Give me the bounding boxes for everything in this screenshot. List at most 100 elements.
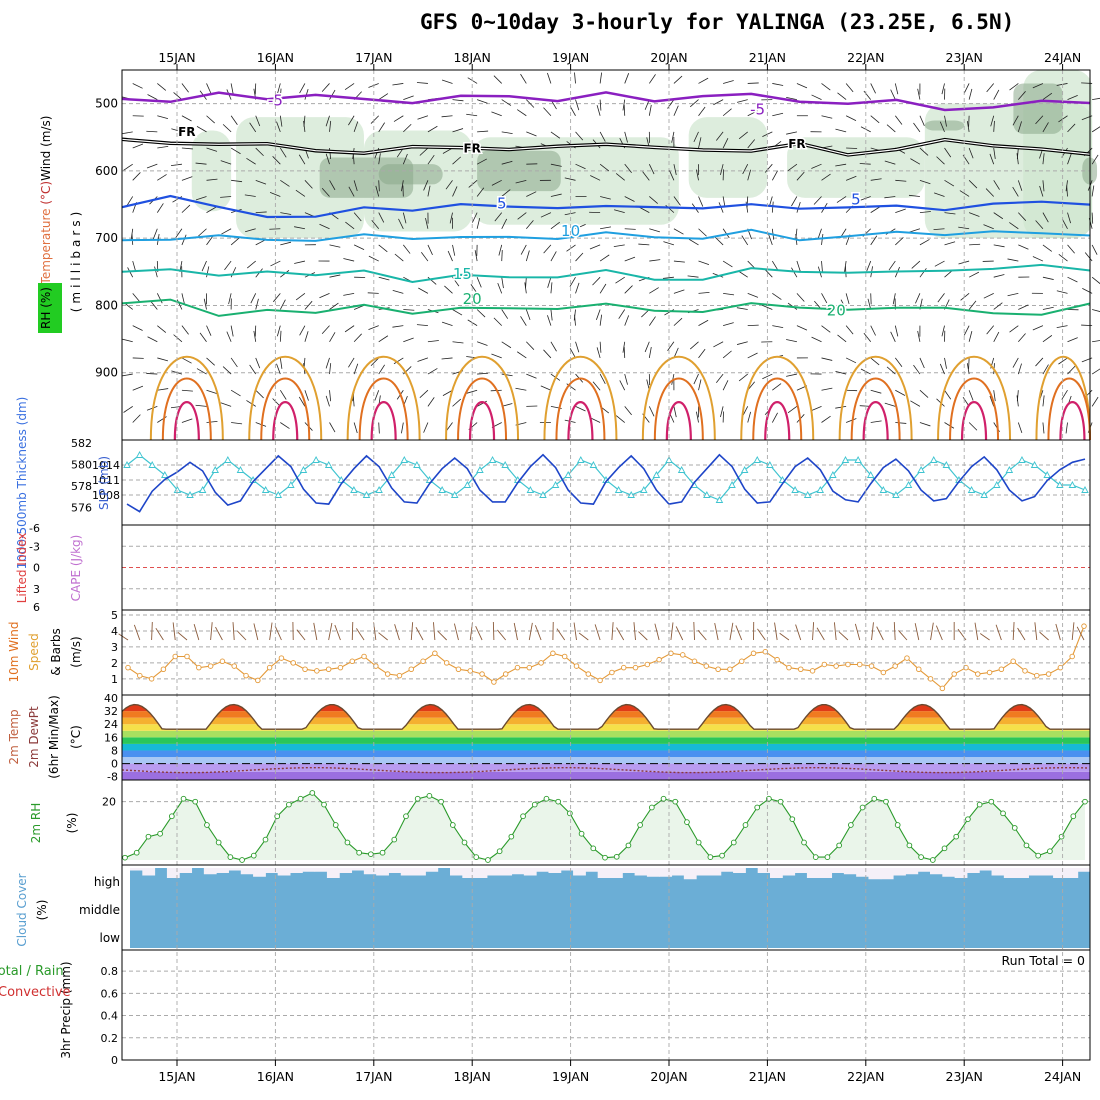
diurnal-contour [149, 355, 224, 441]
diurnal-contour [665, 401, 692, 441]
wind-speed-point [526, 664, 533, 671]
wind-speed-point [443, 660, 450, 666]
wind-barb-10m [328, 622, 333, 641]
wind-barb [526, 131, 537, 137]
rh-point [239, 857, 245, 863]
wind-barb [600, 226, 612, 230]
wind-barb [123, 406, 133, 413]
wind-barb [723, 292, 735, 296]
wind-barb [1016, 153, 1019, 165]
rh-point [894, 822, 901, 828]
wind-barb [147, 94, 158, 100]
wind-barb [837, 334, 847, 343]
wind-barb [890, 89, 896, 100]
wind-barb [276, 325, 281, 337]
dewpoint-line [121, 767, 1088, 774]
wind-barb [279, 330, 282, 342]
temp-ylabel-3: (6hr Min/Max) [47, 695, 61, 779]
wind-barb [845, 325, 854, 335]
wind-barb-10m [437, 630, 447, 641]
wind-barb [796, 260, 801, 272]
slp-point [186, 491, 194, 498]
wind-barb [993, 302, 1003, 310]
wind-barb [154, 266, 158, 278]
wind-barb [821, 83, 831, 91]
wind-barb [736, 99, 748, 103]
wind-barb-10m [210, 622, 213, 641]
wind-barb [525, 250, 530, 262]
rh-point [192, 798, 199, 805]
cloud-high-gap [979, 868, 993, 871]
wind-barb [156, 203, 164, 213]
diurnal-contour [358, 377, 409, 441]
cloud-high-gap [819, 868, 833, 878]
diurnal-contour [370, 401, 397, 441]
cloud-high-gap [757, 868, 771, 873]
diurnal-contour [1035, 356, 1091, 441]
wind-barb [423, 422, 429, 433]
diurnal-contour [555, 377, 606, 441]
wind-barb [367, 292, 379, 294]
wind-barb [1007, 292, 1019, 297]
wind-barb [786, 96, 798, 100]
wind-barb [1018, 212, 1027, 221]
wind-barb [132, 143, 144, 149]
wind-speed-point [231, 663, 237, 669]
wind-barb [181, 418, 193, 423]
wind-barb [673, 75, 683, 84]
wind-barb [378, 153, 381, 165]
wind-barb [993, 89, 1000, 100]
wind-barb [403, 123, 412, 133]
wind-barb [181, 83, 189, 93]
wind-barb [132, 385, 144, 391]
wind-speed-point [609, 669, 615, 676]
rh-point [730, 839, 737, 846]
wind-barb [304, 390, 309, 401]
wind-barb [220, 160, 232, 165]
wind-speed-point [1045, 671, 1052, 677]
wind-barb [272, 156, 281, 165]
wind-barb [121, 131, 133, 135]
cloud-high-gap [240, 868, 254, 875]
wind-barb [989, 395, 995, 407]
wind-barb [550, 282, 553, 294]
wind-barb-10m [795, 624, 802, 641]
diurnal-contour [272, 401, 299, 441]
rh-point [438, 798, 444, 805]
cloud-high-gap [302, 868, 316, 872]
wind-barb-10m [433, 622, 436, 641]
wind-barb [452, 398, 462, 407]
wind-barb [121, 338, 133, 343]
slp-point [715, 496, 724, 503]
wind-barb [1017, 180, 1023, 191]
wind-barb [501, 131, 513, 134]
slp-point [211, 466, 219, 473]
precip-legend-rain: Total / Rain [0, 964, 64, 979]
wind-barb [550, 163, 562, 167]
slp-point [564, 471, 572, 478]
wind-barb [353, 121, 359, 133]
slp-ylabel: SLP (mb) [97, 456, 111, 510]
wind-barb [402, 212, 407, 224]
wind-barb [427, 185, 431, 197]
wind-barb [933, 228, 945, 231]
wind-barb [1067, 365, 1076, 375]
slp-point [526, 486, 535, 493]
slp-tick: 1011 [92, 474, 120, 487]
wind-tick: 2 [111, 657, 118, 670]
temp-tick: 8 [111, 744, 118, 757]
wind-barb [919, 389, 929, 398]
upper-ylabel-mb: (millibars) [69, 208, 83, 313]
slp-point [324, 461, 333, 468]
wind-barb [476, 99, 488, 104]
wind-barb [870, 235, 878, 246]
cloud-high-gap [536, 868, 549, 872]
contour-label: 20 [463, 290, 482, 308]
slp-point [299, 466, 308, 473]
rh-point [344, 839, 351, 846]
wind-speed-point [597, 677, 603, 684]
wind-speed-point [184, 653, 190, 660]
slp-point [640, 486, 648, 493]
rh-point [496, 848, 503, 855]
wind-barb-10m [351, 622, 354, 641]
